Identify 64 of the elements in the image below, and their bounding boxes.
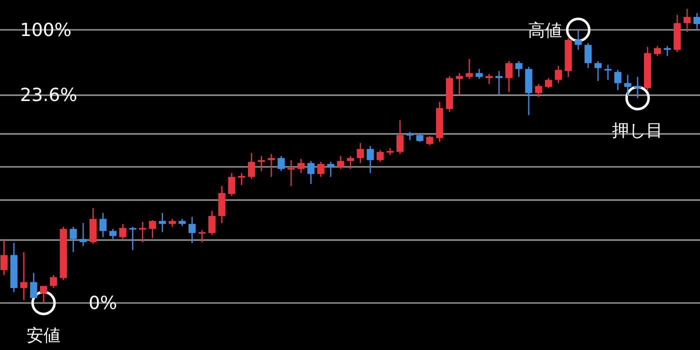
candlestick xyxy=(238,172,246,186)
candlestick xyxy=(654,45,661,57)
candlestick xyxy=(0,239,8,276)
candlestick xyxy=(297,158,305,174)
candlestick xyxy=(515,60,522,78)
candlestick xyxy=(198,229,206,243)
annotation: 100% xyxy=(20,20,72,41)
candlestick xyxy=(574,29,582,50)
candlestick xyxy=(396,120,404,155)
candlestick xyxy=(466,58,473,80)
candlestick xyxy=(624,74,632,97)
candlestick xyxy=(288,160,295,187)
annotation: 23.6% xyxy=(20,85,78,106)
candlestick xyxy=(30,272,38,299)
candlestick xyxy=(486,73,493,85)
candlestick xyxy=(505,60,512,93)
candlestick xyxy=(426,135,434,146)
candlestick xyxy=(70,226,77,253)
candlestick xyxy=(40,285,48,304)
candlestick xyxy=(188,216,196,244)
candlestick xyxy=(208,210,216,236)
candlestick xyxy=(535,83,542,98)
candlestick xyxy=(109,228,116,240)
candlestick xyxy=(99,212,107,238)
candlestick xyxy=(495,70,503,97)
candlestick xyxy=(554,65,562,84)
candlestick xyxy=(248,152,256,180)
candlestick xyxy=(218,185,226,224)
candlestick xyxy=(307,160,314,185)
candlestick xyxy=(684,8,691,33)
candlestick xyxy=(456,72,463,96)
annotation: 0% xyxy=(88,293,118,314)
candlestick xyxy=(356,142,364,164)
candlestick xyxy=(158,212,166,233)
candlestick xyxy=(337,155,344,170)
candlestick xyxy=(327,161,334,178)
candlestick xyxy=(80,222,87,247)
candlestick xyxy=(366,145,374,174)
candlestick xyxy=(634,76,642,99)
candlestick xyxy=(278,155,285,172)
candlestick xyxy=(317,161,324,178)
candlestick xyxy=(544,77,552,89)
candlestick xyxy=(476,68,483,80)
candlestick xyxy=(376,150,384,162)
candlestick xyxy=(119,223,126,240)
candlestick xyxy=(614,69,622,91)
annotation: 高値 xyxy=(528,20,562,41)
candlestick xyxy=(50,274,58,289)
candlestick xyxy=(346,155,354,170)
candlestick xyxy=(90,207,97,245)
candlestick xyxy=(584,42,592,69)
candlestick xyxy=(604,64,612,80)
candlestick xyxy=(129,226,136,251)
candlestick xyxy=(664,45,671,57)
candlestick xyxy=(258,155,265,172)
candlestick xyxy=(20,252,28,301)
candlestick xyxy=(268,153,275,178)
candlestick xyxy=(594,60,602,82)
annotation: 安値 xyxy=(26,326,61,346)
candlestick xyxy=(228,172,236,197)
candlestick xyxy=(693,12,700,30)
candlestick xyxy=(139,221,146,243)
candlestick xyxy=(148,219,156,239)
annotation: 押し目 xyxy=(612,121,664,142)
